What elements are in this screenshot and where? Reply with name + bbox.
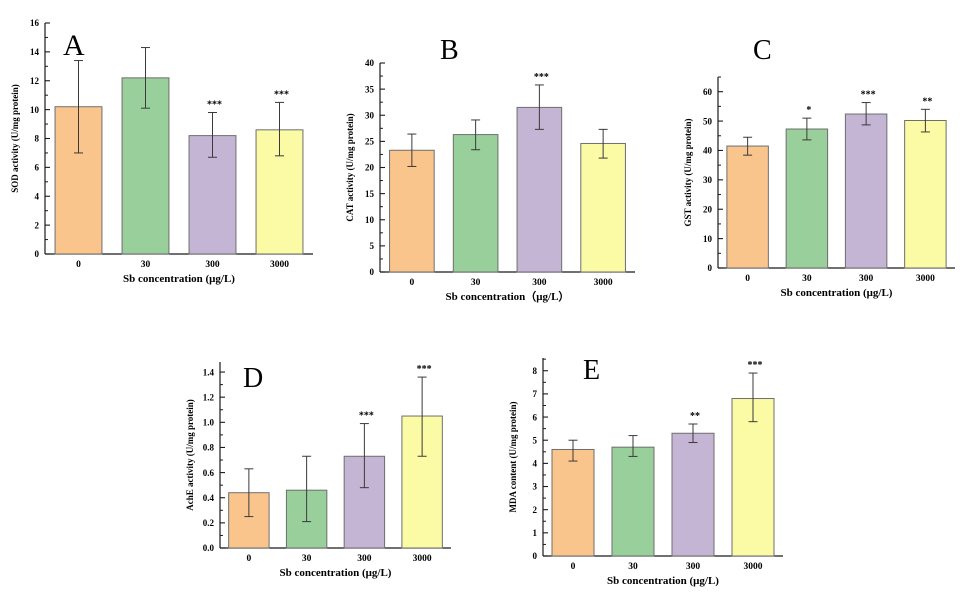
y-axis-label: CAT activity (U/mg protein) <box>345 113 355 221</box>
svg-text:7: 7 <box>533 389 538 399</box>
significance-stars: *** <box>359 411 374 422</box>
panel-letter: E <box>583 355 600 386</box>
chart-b-cat-svg: 0 5 10 15 20 25 30 35 40 0 30 *** 300 3000 Sb concentr… <box>345 35 635 303</box>
svg-text:10: 10 <box>703 234 713 244</box>
svg-text:0.2: 0.2 <box>203 518 215 528</box>
chart-d-ache-svg: 0.0 0.2 0.4 0.6 0.8 1.0 1.2 1.4 0 30 *** 300 *** 3000… <box>185 362 451 579</box>
panel-b-cat: 0 5 10 15 20 25 30 35 40 0 30 *** 300 3000 Sb concentr… <box>340 25 660 312</box>
chart-c-gst-svg: 0 10 20 30 40 50 60 0 * 30 *** 300 ** 3000 Sb concentr… <box>683 35 955 299</box>
x-axis-label: Sb concentration（μg/L） <box>446 290 570 303</box>
x-tick-label: 0 <box>571 562 576 572</box>
x-tick-label: 30 <box>628 562 638 572</box>
svg-text:20: 20 <box>365 163 375 173</box>
x-tick-label: 30 <box>802 274 812 284</box>
svg-text:25: 25 <box>365 137 375 147</box>
x-tick-label: 0 <box>247 554 252 564</box>
svg-text:1.0: 1.0 <box>203 418 215 428</box>
panel-letter: B <box>440 35 459 66</box>
x-tick-label: 3000 <box>594 278 613 288</box>
y-axis-label: MDA content (U/mg protein) <box>508 401 518 512</box>
svg-text:4: 4 <box>35 191 40 201</box>
x-tick-label: 0 <box>76 260 81 270</box>
svg-text:8: 8 <box>533 366 538 376</box>
x-tick-label: 30 <box>471 278 481 288</box>
svg-text:0: 0 <box>708 263 713 273</box>
svg-text:40: 40 <box>703 146 713 156</box>
svg-text:60: 60 <box>703 87 713 97</box>
x-tick-label: 30 <box>302 554 312 564</box>
svg-text:14: 14 <box>30 47 40 57</box>
svg-text:0.8: 0.8 <box>203 443 215 453</box>
svg-text:0.4: 0.4 <box>203 493 215 503</box>
x-tick-label: 3000 <box>270 260 289 270</box>
x-tick-label: 300 <box>532 278 547 288</box>
significance-stars: *** <box>274 89 289 100</box>
svg-text:10: 10 <box>365 215 375 225</box>
panel-letter: C <box>753 35 772 66</box>
svg-text:15: 15 <box>365 189 375 199</box>
svg-text:1.4: 1.4 <box>203 367 215 377</box>
panel-a-sod: 0 2 4 6 8 10 12 14 16 0 30 *** 300 *** 3000 Sb concentr… <box>8 8 328 300</box>
svg-text:0.6: 0.6 <box>203 468 215 478</box>
svg-text:3: 3 <box>533 482 538 492</box>
significance-stars: *** <box>534 72 549 83</box>
svg-text:1.2: 1.2 <box>203 392 215 402</box>
x-axis-label: Sb concentration (μg/L) <box>607 575 719 587</box>
svg-text:40: 40 <box>365 58 375 68</box>
svg-text:20: 20 <box>703 204 713 214</box>
significance-stars: *** <box>748 360 763 371</box>
significance-stars: ** <box>690 411 700 422</box>
x-tick-label: 3000 <box>916 274 935 284</box>
x-tick-label: 3000 <box>744 562 763 572</box>
panel-d-ache: 0.0 0.2 0.4 0.6 0.8 1.0 1.2 1.4 0 30 *** 300 *** 3000… <box>175 335 477 592</box>
x-tick-label: 300 <box>859 274 874 284</box>
x-tick-label: 300 <box>686 562 701 572</box>
svg-text:50: 50 <box>703 116 713 126</box>
svg-text:6: 6 <box>533 412 538 422</box>
significance-stars: *** <box>861 90 876 101</box>
svg-text:1: 1 <box>533 528 538 538</box>
chart-a-sod-svg: 0 2 4 6 8 10 12 14 16 0 30 *** 300 *** 3000 Sb concentr… <box>10 18 313 285</box>
svg-text:10: 10 <box>30 105 40 115</box>
svg-text:0: 0 <box>35 249 40 259</box>
y-axis-label: GST activity (U/mg protein) <box>683 119 693 227</box>
y-axis-label: SOD activity (U/mg protein) <box>10 84 20 193</box>
x-tick-label: 30 <box>141 260 151 270</box>
panel-letter: D <box>243 363 263 394</box>
panel-e-mda: 0 1 2 3 4 5 6 7 8 0 30 ** 300 *** 3000 Sb concentration… <box>495 335 827 592</box>
x-tick-label: 300 <box>357 554 372 564</box>
x-tick-label: 0 <box>745 274 750 284</box>
panel-letter: A <box>63 29 85 62</box>
svg-text:0: 0 <box>533 551 538 561</box>
x-axis-label: Sb concentration (μg/L) <box>123 273 235 285</box>
svg-text:0.0: 0.0 <box>203 543 215 553</box>
svg-text:30: 30 <box>703 175 713 185</box>
svg-text:16: 16 <box>30 18 40 28</box>
x-tick-label: 300 <box>205 260 220 270</box>
svg-text:30: 30 <box>365 110 375 120</box>
svg-text:0: 0 <box>370 267 375 277</box>
x-tick-label: 0 <box>410 278 415 288</box>
significance-stars: *** <box>417 364 432 375</box>
svg-text:4: 4 <box>533 459 538 469</box>
significance-stars: * <box>806 105 811 116</box>
x-axis-label: Sb concentration (μg/L) <box>781 287 893 299</box>
x-axis-label: Sb concentration (μg/L) <box>280 567 392 579</box>
svg-text:5: 5 <box>370 241 375 251</box>
svg-text:2: 2 <box>35 220 40 230</box>
y-axis-label: AchE activity (U/mg protein) <box>185 399 195 511</box>
chart-e-mda-svg: 0 1 2 3 4 5 6 7 8 0 30 ** 300 *** 3000 Sb concentration… <box>508 355 783 587</box>
svg-text:6: 6 <box>35 163 40 173</box>
svg-text:2: 2 <box>533 505 538 515</box>
panel-c-gst: 0 10 20 30 40 50 60 0 * 30 *** 300 ** 3000 Sb concentr… <box>655 25 967 312</box>
x-tick-label: 3000 <box>413 554 432 564</box>
svg-text:12: 12 <box>30 76 40 86</box>
svg-text:5: 5 <box>533 435 538 445</box>
svg-text:35: 35 <box>365 84 375 94</box>
significance-stars: ** <box>922 96 932 107</box>
svg-text:8: 8 <box>35 134 40 144</box>
significance-stars: *** <box>207 100 222 111</box>
